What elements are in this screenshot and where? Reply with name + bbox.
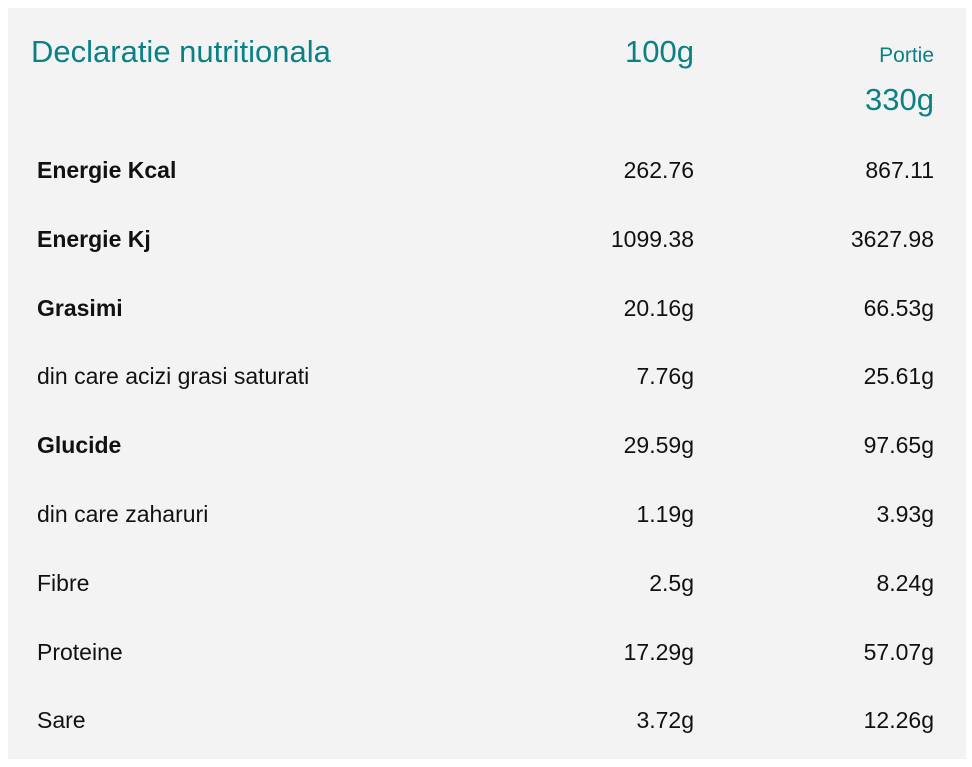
- value-per-100g: 17.29g: [623, 638, 694, 665]
- value-per-portion: 12.26g: [863, 707, 934, 734]
- nutrition-table: Energie Kcal 262.76 867.11 Energie Kj 10…: [8, 139, 966, 758]
- nutrient-name: Proteine: [37, 638, 123, 665]
- value-per-100g: 2.5g: [649, 569, 694, 596]
- nutrient-name: Glucide: [37, 432, 122, 459]
- value-per-100g: 20.16g: [623, 294, 694, 321]
- value-per-portion: 97.65g: [863, 432, 934, 459]
- page-title: Declaratie nutritionala: [31, 34, 331, 69]
- table-row: Grasimi 20.16g 66.53g: [8, 277, 966, 346]
- table-row: Fibre 2.5g 8.24g: [8, 552, 966, 621]
- value-per-portion: 8.24g: [876, 569, 934, 596]
- value-per-100g: 3.72g: [636, 707, 694, 734]
- value-per-portion: 3627.98: [850, 225, 934, 252]
- nutrient-name: din care acizi grasi saturati: [37, 363, 310, 390]
- value-per-portion: 57.07g: [863, 638, 934, 665]
- value-per-100g: 262.76: [623, 157, 694, 183]
- table-row: din care zaharuri 1.19g 3.93g: [8, 483, 966, 552]
- value-per-100g: 1099.38: [610, 225, 694, 252]
- nutrient-name: Energie Kcal: [37, 157, 177, 183]
- nutrient-name: Fibre: [37, 569, 90, 596]
- portion-column-label: Portie: [879, 44, 934, 67]
- portion-column-weight: 330g: [865, 82, 934, 117]
- nutrient-name: Sare: [37, 707, 86, 734]
- table-row: Proteine 17.29g 57.07g: [8, 621, 966, 690]
- table-row: din care acizi grasi saturati 7.76g 25.6…: [8, 345, 966, 414]
- table-row: Sare 3.72g 12.26g: [8, 689, 966, 758]
- per-100g-column-header: 100g: [625, 34, 694, 69]
- table-row: Energie Kj 1099.38 3627.98: [8, 208, 966, 277]
- nutrient-name: din care zaharuri: [37, 500, 209, 527]
- nutrition-panel: Declaratie nutritionala 100g Portie 330g…: [8, 8, 966, 759]
- value-per-portion: 3.93g: [876, 500, 934, 527]
- value-per-100g: 29.59g: [623, 432, 694, 459]
- table-row: Glucide 29.59g 97.65g: [8, 414, 966, 483]
- value-per-portion: 66.53g: [863, 294, 934, 321]
- nutrient-name: Energie Kj: [37, 225, 151, 252]
- value-per-portion: 867.11: [865, 157, 934, 183]
- table-row: Energie Kcal 262.76 867.11: [8, 139, 966, 208]
- value-per-portion: 25.61g: [863, 363, 934, 390]
- nutrient-name: Grasimi: [37, 294, 123, 321]
- value-per-100g: 1.19g: [636, 500, 694, 527]
- value-per-100g: 7.76g: [636, 363, 694, 390]
- nutrition-header: Declaratie nutritionala 100g Portie 330g: [8, 8, 966, 138]
